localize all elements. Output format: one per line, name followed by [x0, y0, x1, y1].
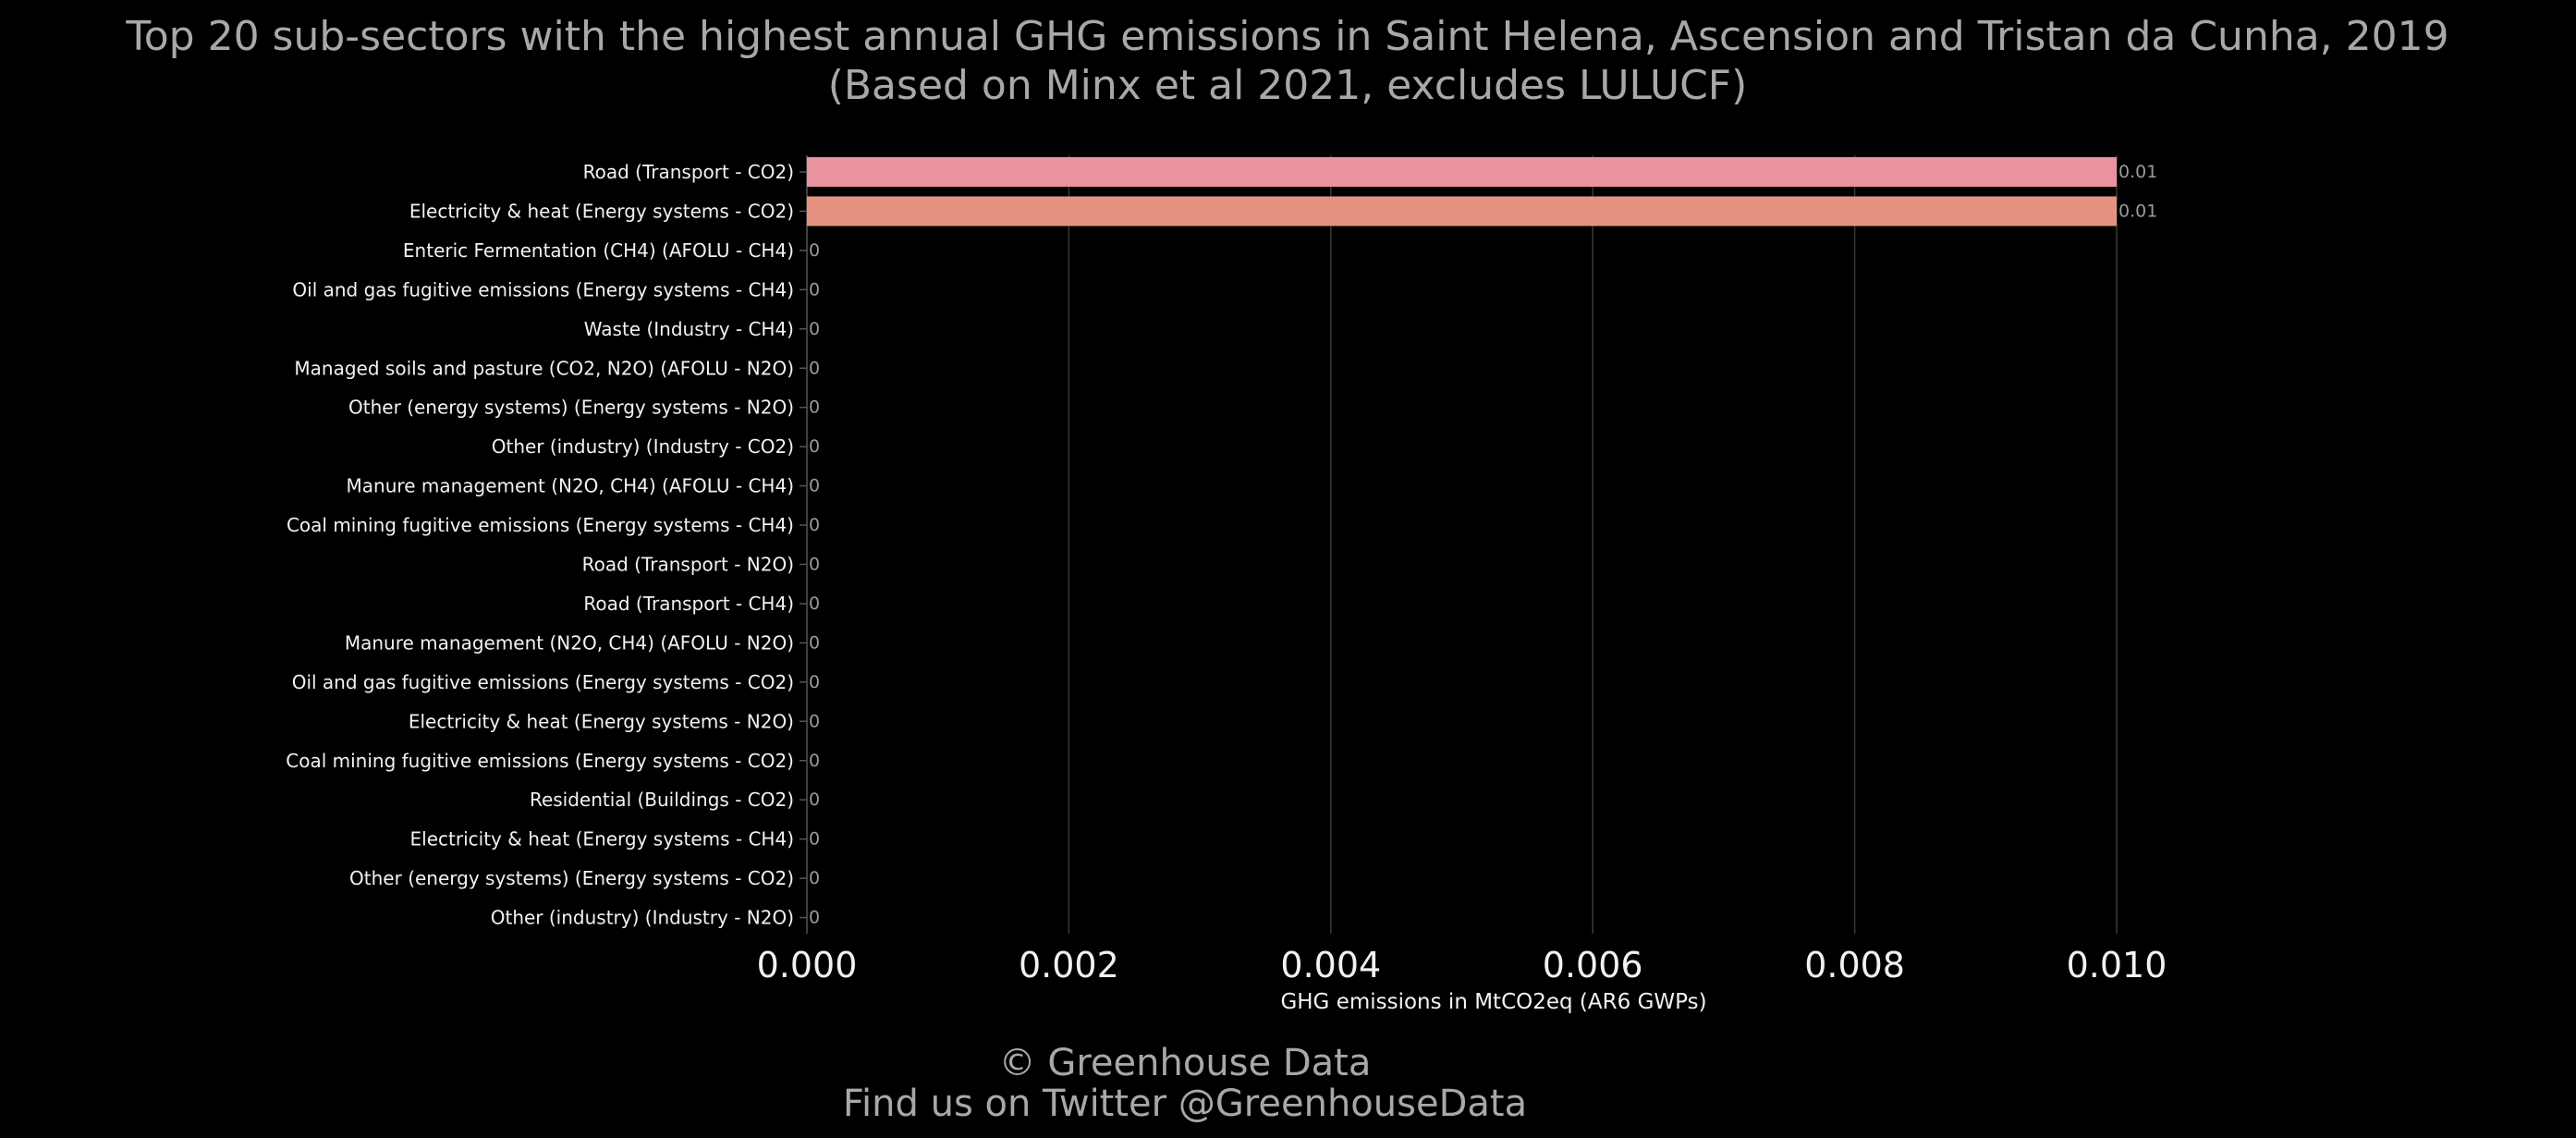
- value-label-5: 0: [809, 319, 820, 339]
- category-label-13: Manure management (N2O, CH4) (AFOLU - N2…: [345, 631, 794, 654]
- category-label-4: Oil and gas fugitive emissions (Energy s…: [292, 278, 794, 300]
- title-line-1: Top 20 sub-sectors with the highest annu…: [125, 13, 2448, 60]
- value-label-3: 0: [809, 240, 820, 261]
- category-label-17: Residential (Buildings - CO2): [530, 789, 794, 811]
- value-label-6: 0: [809, 358, 820, 378]
- footer: © Greenhouse Data Find us on Twitter @Gr…: [843, 1042, 1527, 1125]
- category-label-9: Manure management (N2O, CH4) (AFOLU - CH…: [347, 475, 794, 497]
- category-label-11: Road (Transport - N2O): [582, 554, 794, 576]
- value-label-19: 0: [809, 868, 820, 888]
- category-label-3: Enteric Fermentation (CH4) (AFOLU - CH4): [403, 239, 794, 262]
- value-labels: 0.01 0.01 0 0 0 0 0 0 0 0 0 0 0 0 0 0 0 0 0 0: [809, 162, 2157, 928]
- value-label-14: 0: [809, 672, 820, 692]
- category-label-1: Road (Transport - CO2): [583, 161, 794, 183]
- category-labels: Road (Transport - CO2) Electricity & heat…: [286, 161, 807, 929]
- x-tick-label-3: 0.004: [1280, 945, 1381, 985]
- category-label-12: Road (Transport - CH4): [583, 593, 794, 615]
- value-label-9: 0: [809, 476, 820, 496]
- category-label-7: Other (energy systems) (Energy systems -…: [348, 397, 794, 419]
- footer-copyright: © Greenhouse Data: [999, 1042, 1372, 1084]
- bar-1: [807, 157, 2117, 187]
- category-label-20: Other (industry) (Industry - N2O): [491, 907, 794, 929]
- category-label-19: Other (energy systems) (Energy systems -…: [349, 867, 794, 889]
- value-label-12: 0: [809, 593, 820, 614]
- category-label-5: Waste (Industry - CH4): [584, 318, 794, 340]
- category-label-2: Electricity & heat (Energy systems - CO2…: [409, 200, 794, 222]
- category-label-10: Coal mining fugitive emissions (Energy s…: [287, 514, 794, 536]
- footer-twitter: Find us on Twitter @GreenhouseData: [843, 1083, 1527, 1125]
- value-label-18: 0: [809, 829, 820, 850]
- value-label-7: 0: [809, 398, 820, 418]
- category-label-15: Electricity & heat (Energy systems - N2O…: [409, 710, 794, 732]
- value-label-13: 0: [809, 632, 820, 653]
- category-label-18: Electricity & heat (Energy systems - CH4…: [410, 828, 794, 850]
- bar-2: [807, 196, 2117, 226]
- x-axis-title: GHG emissions in MtCO2eq (AR6 GWPs): [1280, 990, 1706, 1014]
- value-label-10: 0: [809, 515, 820, 535]
- gridlines: [806, 155, 2118, 934]
- value-label-11: 0: [809, 555, 820, 575]
- value-label-4: 0: [809, 279, 820, 300]
- value-label-15: 0: [809, 711, 820, 731]
- value-label-16: 0: [809, 751, 820, 771]
- x-tick-label-1: 0.000: [757, 945, 858, 985]
- x-tick-label-5: 0.008: [1804, 945, 1905, 985]
- category-label-6: Managed soils and pasture (CO2, N2O) (AF…: [294, 357, 794, 379]
- value-label-2: 0.01: [2118, 201, 2157, 221]
- bars: [807, 157, 2117, 226]
- value-label-8: 0: [809, 436, 820, 457]
- category-label-16: Coal mining fugitive emissions (Energy s…: [286, 750, 794, 772]
- value-label-20: 0: [809, 908, 820, 928]
- category-label-8: Other (industry) (Industry - CO2): [492, 435, 794, 458]
- value-label-1: 0.01: [2118, 162, 2157, 182]
- x-tick-label-6: 0.010: [2067, 945, 2167, 985]
- x-axis-ticks: 0.000 0.002 0.004 0.006 0.008 0.010: [757, 945, 2167, 985]
- x-tick-label-4: 0.006: [1543, 945, 1643, 985]
- title-line-2: (Based on Minx et al 2021, excludes LULU…: [828, 62, 1748, 109]
- chart-title: Top 20 sub-sectors with the highest annu…: [125, 13, 2448, 109]
- category-label-14: Oil and gas fugitive emissions (Energy s…: [292, 671, 794, 693]
- x-tick-label-2: 0.002: [1019, 945, 1119, 985]
- value-label-17: 0: [809, 789, 820, 810]
